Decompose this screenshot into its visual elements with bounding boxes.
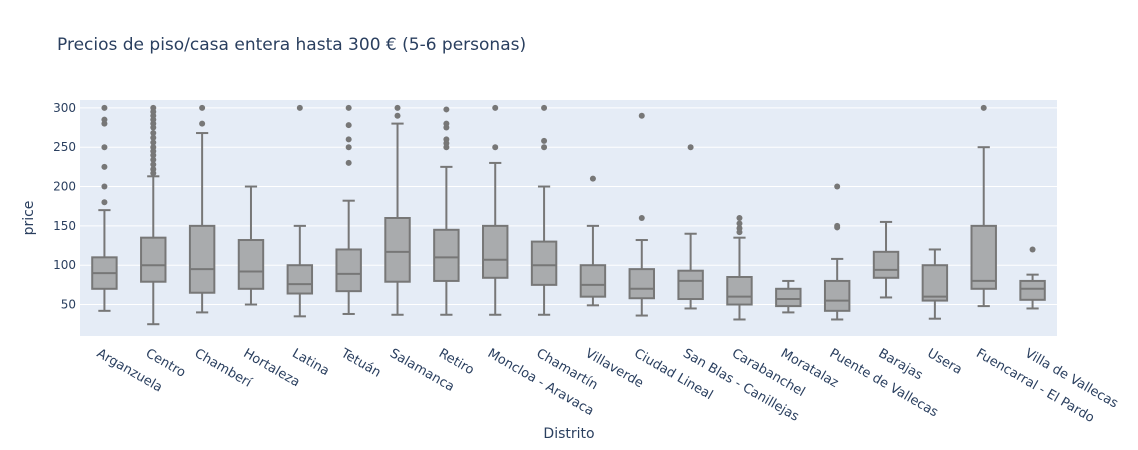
outlier-point bbox=[150, 104, 157, 111]
outlier-point bbox=[150, 144, 157, 151]
outlier-point bbox=[345, 122, 352, 129]
box-iqr bbox=[775, 287, 802, 308]
outlier-point bbox=[101, 104, 108, 111]
outlier-point bbox=[345, 136, 352, 143]
outlier-point bbox=[150, 130, 157, 137]
box-18 bbox=[921, 248, 949, 320]
outlier-point bbox=[394, 104, 401, 111]
outlier-point bbox=[492, 144, 499, 151]
y-tick-label: 250 bbox=[53, 140, 76, 154]
box-iqr bbox=[921, 264, 949, 302]
box-14 bbox=[726, 215, 753, 321]
outlier-point bbox=[736, 215, 743, 221]
box-10 bbox=[530, 104, 558, 316]
outlier-point bbox=[834, 183, 841, 190]
x-tick-label: Tetuán bbox=[337, 346, 383, 381]
box-6 bbox=[335, 104, 362, 315]
box-iqr bbox=[482, 224, 509, 279]
box-iqr bbox=[384, 217, 411, 283]
outlier-point bbox=[150, 161, 157, 168]
box-1 bbox=[91, 104, 118, 312]
outlier-point bbox=[589, 175, 596, 182]
outlier-point bbox=[980, 104, 987, 111]
outlier-point bbox=[834, 222, 841, 229]
box-5 bbox=[286, 104, 314, 318]
outlier-point bbox=[541, 104, 548, 111]
y-axis-title: price bbox=[21, 201, 37, 236]
box-iqr bbox=[530, 240, 558, 286]
box-4 bbox=[237, 185, 265, 306]
box-16 bbox=[823, 183, 851, 321]
box-20 bbox=[1019, 246, 1046, 310]
y-tick-label: 150 bbox=[53, 219, 76, 233]
box-iqr bbox=[335, 248, 362, 293]
outlier-point bbox=[345, 144, 352, 151]
box-15 bbox=[775, 279, 802, 314]
chart-title: Precios de piso/casa entera hasta 300 € … bbox=[57, 35, 526, 55]
box-2 bbox=[140, 104, 167, 326]
outlier-point bbox=[638, 112, 645, 119]
outlier-point bbox=[101, 116, 108, 123]
box-iqr bbox=[188, 224, 216, 294]
outlier-point bbox=[150, 134, 157, 141]
y-tick-label: 50 bbox=[61, 298, 76, 312]
box-iqr bbox=[140, 236, 167, 283]
box-19 bbox=[970, 104, 997, 308]
outlier-point bbox=[1029, 246, 1036, 253]
outlier-point bbox=[101, 183, 108, 190]
outlier-point bbox=[736, 220, 743, 227]
outlier-point bbox=[394, 112, 401, 119]
outlier-point bbox=[541, 137, 548, 144]
outlier-point bbox=[638, 215, 645, 221]
outlier-point bbox=[101, 199, 108, 206]
outlier-point bbox=[541, 144, 548, 151]
outlier-point bbox=[345, 159, 352, 166]
outlier-point bbox=[443, 136, 450, 143]
outlier-point bbox=[199, 120, 206, 127]
box-8 bbox=[433, 106, 460, 316]
box-9 bbox=[482, 104, 509, 316]
outlier-point bbox=[150, 166, 157, 173]
outlier-point bbox=[492, 104, 499, 111]
box-iqr bbox=[579, 264, 607, 298]
box-iqr bbox=[433, 228, 460, 282]
box-7 bbox=[384, 104, 411, 316]
outlier-point bbox=[736, 225, 743, 232]
box-series bbox=[91, 104, 1046, 326]
y-axis-ticks: 50 100 150 200 250 300 bbox=[53, 101, 76, 312]
box-iqr bbox=[628, 268, 655, 300]
outlier-point bbox=[345, 104, 352, 111]
box-iqr bbox=[286, 264, 314, 295]
outlier-point bbox=[150, 156, 157, 163]
box-3 bbox=[188, 104, 216, 314]
y-tick-label: 300 bbox=[53, 101, 76, 115]
box-iqr bbox=[1019, 279, 1046, 301]
box-iqr bbox=[677, 269, 704, 301]
y-tick-label: 100 bbox=[53, 258, 76, 272]
outlier-point bbox=[101, 144, 108, 151]
box-12 bbox=[628, 112, 655, 317]
box-17 bbox=[872, 220, 900, 299]
x-axis-title: Distrito bbox=[543, 426, 594, 442]
x-tick-label: Usera bbox=[924, 346, 964, 378]
box-iqr bbox=[237, 239, 265, 290]
box-iqr bbox=[823, 279, 851, 312]
outlier-point bbox=[443, 106, 450, 113]
outlier-point bbox=[101, 163, 108, 170]
box-iqr bbox=[970, 224, 997, 290]
y-tick-label: 200 bbox=[53, 180, 76, 194]
outlier-point bbox=[443, 120, 450, 127]
plot-area bbox=[80, 100, 1057, 336]
box-11 bbox=[579, 175, 607, 307]
box-13 bbox=[677, 144, 704, 310]
box-iqr bbox=[726, 276, 753, 306]
outlier-point bbox=[150, 139, 157, 146]
box-iqr bbox=[872, 250, 900, 279]
outlier-point bbox=[687, 144, 694, 151]
outlier-point bbox=[199, 104, 206, 111]
outlier-point bbox=[296, 104, 303, 111]
